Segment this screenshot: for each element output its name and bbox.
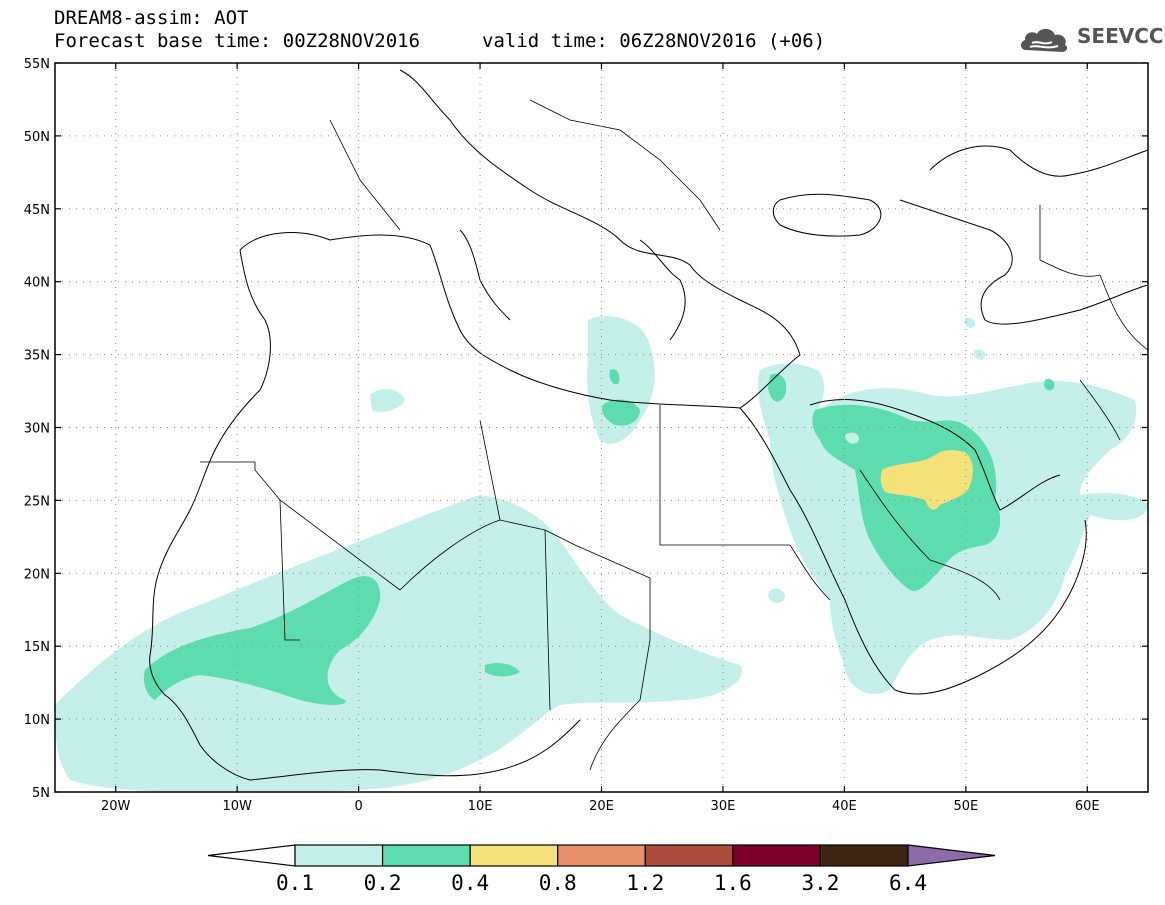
lon-label: 10W xyxy=(222,799,252,814)
logo-text: SEEVCCC xyxy=(1077,24,1165,48)
lat-label: 40N xyxy=(24,276,50,291)
lat-label: 10N xyxy=(24,713,50,728)
aot-level-0.1 xyxy=(55,316,1148,792)
lon-label: 20W xyxy=(101,799,131,814)
lon-label: 40E xyxy=(832,799,857,814)
colorbar xyxy=(207,844,996,867)
graticule xyxy=(55,63,1148,792)
lon-label: 30E xyxy=(711,799,736,814)
colorbar-segment xyxy=(381,844,471,867)
colorbar-segment xyxy=(557,844,646,867)
lon-label: 50E xyxy=(953,799,978,814)
map-title: DREAM8-assim: AOT xyxy=(54,7,249,29)
colorbar-label: 0.4 xyxy=(451,871,490,895)
colorbar-label: 1.2 xyxy=(626,871,665,895)
lat-label: 55N xyxy=(24,57,50,72)
forecast-times: Forecast base time: 00Z28NOV2016 valid ti… xyxy=(54,30,825,52)
lat-label: 50N xyxy=(24,130,50,145)
lat-label: 45N xyxy=(24,203,50,218)
latitude-labels: 55N 50N 45N 40N 35N 30N 25N 20N 15N 10N 5N xyxy=(24,57,50,801)
colorbar-label: 0.2 xyxy=(363,871,402,895)
lat-label: 5N xyxy=(32,786,50,801)
colorbar-segment xyxy=(294,844,384,867)
longitude-labels: 20W 10W 0 10E 20E 30E 40E 50E 60E xyxy=(101,799,1100,814)
lon-label: 60E xyxy=(1075,799,1100,814)
lat-label: 25N xyxy=(24,494,50,509)
lat-label: 15N xyxy=(24,640,50,655)
colorbar-label: 6.4 xyxy=(889,871,927,895)
aot-level-0.4 xyxy=(880,450,973,510)
lon-label: 0 xyxy=(354,799,362,814)
valid-time: valid time: 06Z28NOV2016 (+06) xyxy=(482,30,826,52)
colorbar-segment xyxy=(732,844,822,867)
colorbar-label: 1.6 xyxy=(713,871,752,895)
lon-label: 10E xyxy=(468,799,493,814)
map-ticks xyxy=(55,62,1148,793)
aot-fields xyxy=(55,316,1148,792)
colorbar-segment xyxy=(644,844,734,867)
colorbar-segment xyxy=(469,844,559,867)
colorbar-under-arrow xyxy=(207,844,296,867)
colorbar-label: 3.2 xyxy=(801,871,840,895)
colorbar-over-arrow xyxy=(907,844,996,867)
base-time: Forecast base time: 00Z28NOV2016 xyxy=(54,30,421,52)
cloud-icon xyxy=(1020,28,1068,52)
lon-label: 20E xyxy=(589,799,614,814)
colorbar-label: 0.8 xyxy=(538,871,577,895)
lat-label: 30N xyxy=(24,422,50,437)
colorbar-segment xyxy=(819,844,909,867)
lat-label: 20N xyxy=(24,567,50,582)
colorbar-label: 0.1 xyxy=(276,871,314,895)
lat-label: 35N xyxy=(24,349,50,364)
